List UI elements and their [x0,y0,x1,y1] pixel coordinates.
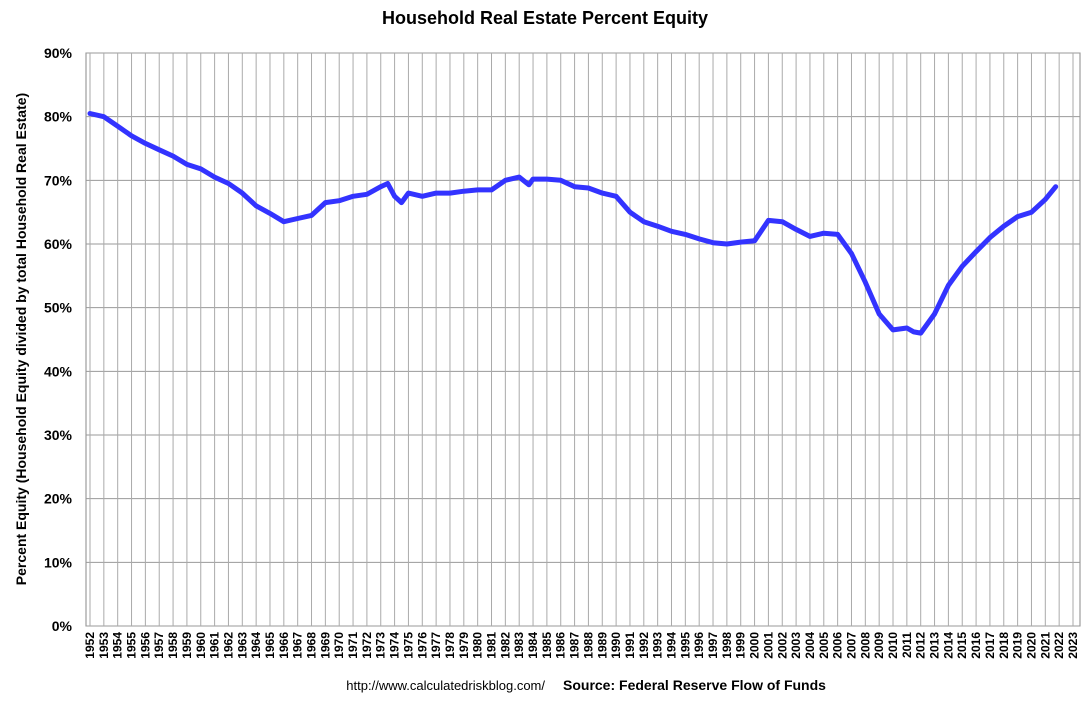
x-tick-label: 1977 [429,632,443,659]
chart-title: Household Real Estate Percent Equity [382,8,708,28]
x-tick-label: 1984 [526,632,540,659]
x-tick-label: 1975 [401,632,415,659]
x-tick-label: 2015 [955,632,969,659]
x-tick-label: 1998 [720,632,734,659]
x-tick-label: 1988 [581,632,595,659]
x-tick-label: 1953 [97,632,111,659]
x-tick-label: 1954 [111,632,125,659]
x-tick-label: 1985 [540,632,554,659]
x-tick-label: 1961 [208,632,222,659]
x-tick-label: 1956 [138,632,152,659]
url: http://www.calculatedriskblog.com/ [346,678,545,693]
y-tick-label: 80% [44,109,73,125]
y-tick-label: 90% [44,45,73,61]
x-tick-label: 2021 [1038,632,1052,659]
x-tick-label: 1996 [692,632,706,659]
x-tick-label: 1987 [568,632,582,659]
x-tick-label: 2013 [928,632,942,659]
x-tick-label: 1990 [609,632,623,659]
x-tick-label: 2016 [969,632,983,659]
x-tick-label: 1991 [623,632,637,659]
x-tick-label: 2023 [1066,632,1080,659]
x-tick-label: 2006 [831,632,845,659]
x-tick-label: 1993 [651,632,665,659]
x-tick-label: 1997 [706,632,720,659]
y-tick-label: 10% [44,554,73,570]
x-tick-label: 1978 [443,632,457,659]
x-tick-label: 1964 [249,632,263,659]
x-tick-label: 1958 [166,632,180,659]
x-tick-label: 1979 [457,632,471,659]
y-axis-label: Percent Equity (Household Equity divided… [13,93,29,585]
x-tick-label: 2022 [1052,632,1066,659]
x-tick-label: 2007 [844,632,858,659]
x-tick-label: 1976 [415,632,429,659]
x-tick-label: 1966 [277,632,291,659]
plot-area [85,52,1081,627]
x-tick-label: 1999 [734,632,748,659]
x-tick-label: 2003 [789,632,803,659]
x-tick-label: 2009 [872,632,886,659]
source: Source: Federal Reserve Flow of Funds [563,677,826,693]
y-tick-label: 0% [52,618,73,634]
x-tick-label: 1989 [595,632,609,659]
y-tick-label: 60% [44,236,73,252]
x-tick-label: 1967 [291,632,305,659]
x-tick-label: 2004 [803,632,817,659]
y-tick-label: 30% [44,427,73,443]
x-tick-label: 1994 [664,632,678,659]
x-tick-label: 2000 [748,632,762,659]
x-tick-label: 2014 [941,632,955,659]
x-tick-label: 1980 [471,632,485,659]
x-tick-label: 1981 [485,632,499,659]
x-tick-label: 1971 [346,632,360,659]
x-tick-label: 2017 [983,632,997,659]
y-tick-label: 70% [44,172,73,188]
x-tick-label: 1970 [332,632,346,659]
x-tick-label: 1962 [221,632,235,659]
x-tick-label: 1992 [637,632,651,659]
x-tick-label: 1972 [360,632,374,659]
y-tick-label: 40% [44,363,73,379]
data-line [87,111,1059,336]
x-tick-label: 1983 [512,632,526,659]
x-tick-label: 1952 [83,632,97,659]
x-tick-label: 1982 [498,632,512,659]
x-tick-label: 2010 [886,632,900,659]
x-tick-label: 2020 [1024,632,1038,659]
x-tick-label: 1973 [374,632,388,659]
x-tick-label: 2019 [1011,632,1025,659]
x-tick-label: 2005 [817,632,831,659]
x-tick-label: 1969 [318,632,332,659]
x-tick-label: 1974 [388,632,402,659]
y-tick-label: 50% [44,300,73,316]
x-tick-label: 2018 [997,632,1011,659]
x-tick-label: 1960 [194,632,208,659]
x-tick-label: 1955 [125,632,139,659]
x-tick-label: 2008 [858,632,872,659]
x-tick-label: 2002 [775,632,789,659]
x-tick-label: 2011 [900,632,914,658]
x-tick-label: 1968 [305,632,319,659]
y-tick-label: 20% [44,491,73,507]
x-tick-label: 2001 [761,632,775,659]
x-tick-label: 1959 [180,632,194,659]
x-tick-label: 1995 [678,632,692,659]
x-tick-label: 1965 [263,632,277,659]
x-tick-label: 1963 [235,632,249,659]
x-tick-label: 1986 [554,632,568,659]
x-tick-label: 2012 [914,632,928,659]
x-tick-label: 1957 [152,632,166,659]
